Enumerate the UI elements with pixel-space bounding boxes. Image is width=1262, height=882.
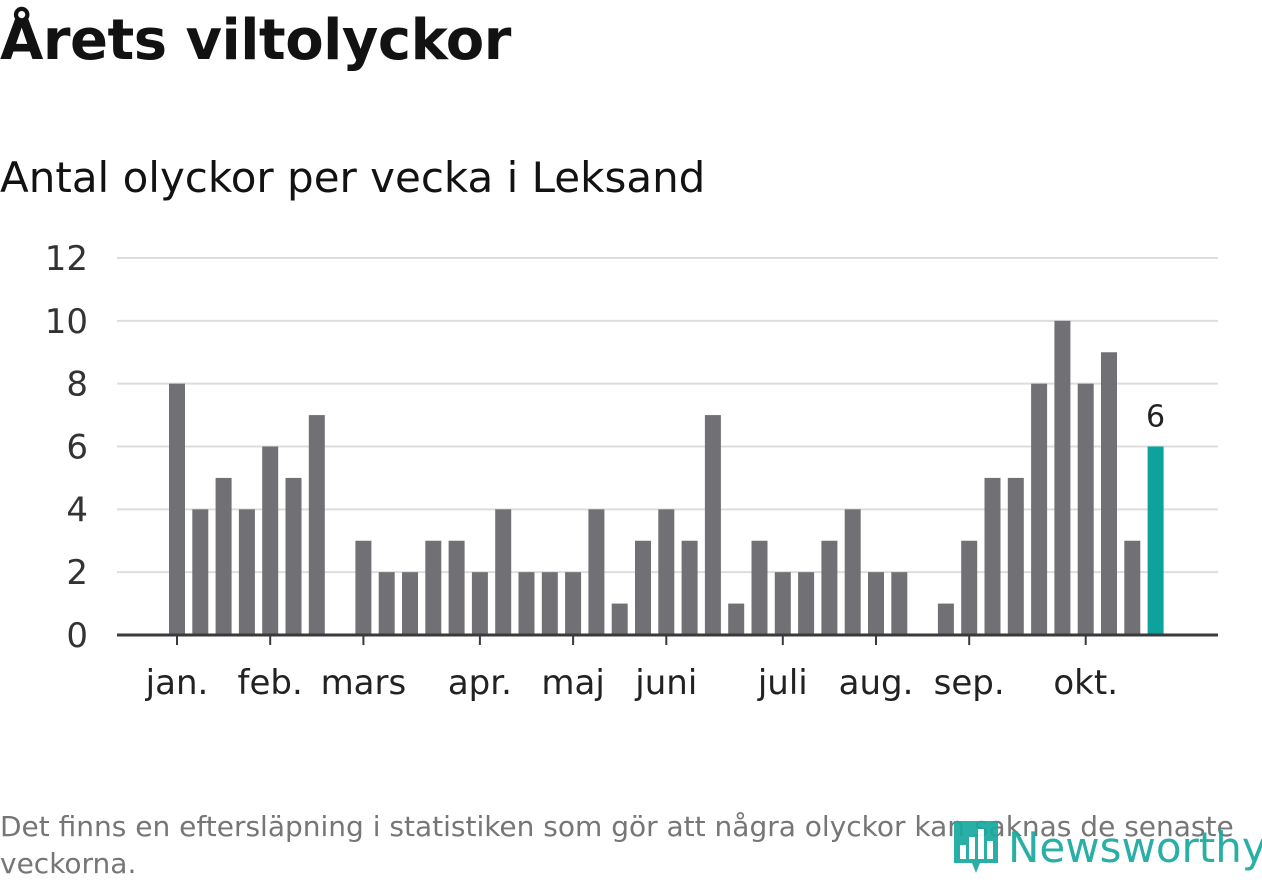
bar-highlight — [1147, 446, 1164, 635]
bar — [611, 603, 628, 635]
bar — [937, 603, 954, 635]
bar — [635, 540, 651, 635]
x-tick-label: mars — [321, 663, 407, 703]
bar — [169, 383, 185, 635]
bars: 6 — [169, 320, 1165, 635]
x-tick-label: okt. — [1053, 663, 1118, 703]
bar — [704, 415, 721, 635]
bar — [518, 572, 535, 635]
bar — [1031, 383, 1048, 635]
bar — [844, 509, 861, 635]
bar — [868, 572, 884, 635]
bar — [821, 540, 838, 635]
x-tick-label: sep. — [934, 663, 1005, 703]
data-label: 6 — [1146, 400, 1165, 435]
bar — [425, 540, 442, 635]
x-tick-label: juni — [634, 663, 697, 703]
y-tick-label: 10 — [45, 302, 88, 342]
y-axis-labels: 0 2 4 6 8 10 12 — [45, 239, 88, 656]
bar — [471, 572, 488, 635]
y-tick-label: 4 — [66, 490, 88, 530]
bar — [448, 540, 465, 635]
bar — [1124, 540, 1141, 635]
x-tick-label: aug. — [839, 663, 914, 703]
bar — [402, 572, 418, 635]
y-tick-label: 8 — [66, 365, 88, 405]
bar — [541, 572, 558, 635]
bar — [355, 540, 372, 635]
chart-subtitle: Antal olyckor per vecka i Leksand — [0, 153, 706, 202]
y-tick-label: 2 — [66, 553, 88, 593]
bar — [774, 572, 791, 635]
bar — [728, 603, 745, 635]
bar — [961, 540, 978, 635]
x-tick-label: feb. — [238, 663, 303, 703]
bar — [238, 509, 255, 635]
newsworthy-logo: Newsworthy — [950, 814, 1262, 880]
bar — [681, 540, 698, 635]
y-tick-label: 6 — [66, 428, 88, 468]
bar — [1007, 477, 1024, 635]
bar — [984, 477, 1001, 635]
y-tick-label: 0 — [66, 616, 88, 656]
bar — [588, 509, 605, 635]
bar — [1101, 352, 1117, 635]
bar-chart: 0 2 4 6 8 10 12 6 jan. feb. mars apr. maj juni juli a… — [45, 239, 1218, 703]
bar — [891, 572, 908, 635]
bar — [798, 572, 815, 635]
bar — [285, 477, 302, 635]
bar — [1077, 383, 1094, 635]
bar — [1054, 320, 1071, 635]
x-tick-label: apr. — [448, 663, 512, 703]
x-tick-label: jan. — [145, 663, 209, 703]
bar — [495, 509, 512, 635]
y-tick-label: 12 — [45, 239, 88, 279]
bar — [192, 509, 209, 635]
bar-chart-logo-icon — [954, 821, 998, 873]
bar — [565, 572, 582, 635]
bar — [262, 446, 279, 635]
bar — [308, 415, 325, 635]
bar — [658, 509, 675, 635]
chart-title: Årets viltolyckor — [0, 8, 511, 73]
bar — [215, 477, 232, 635]
logo-text: Newsworthy — [1008, 822, 1262, 872]
bar — [751, 540, 768, 635]
x-tick-label: maj — [541, 663, 604, 703]
x-axis-labels: jan. feb. mars apr. maj juni juli aug. sep. okt. — [145, 663, 1118, 703]
x-axis — [117, 633, 1218, 645]
x-tick-label: juli — [757, 663, 808, 703]
footnote: Det finns en eftersläpning i statistiken… — [0, 810, 1234, 880]
bar — [378, 572, 395, 635]
